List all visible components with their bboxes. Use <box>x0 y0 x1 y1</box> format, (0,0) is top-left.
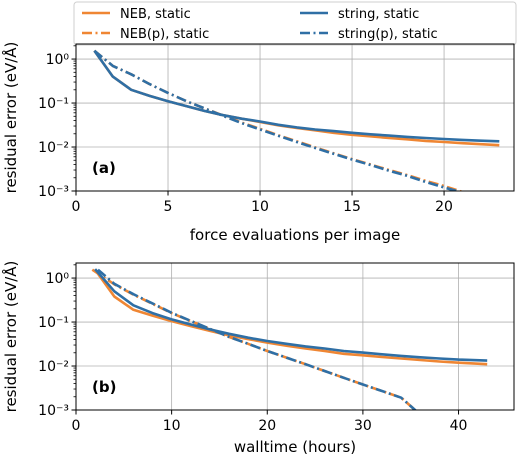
y-tick-label: 10⁰ <box>46 271 70 287</box>
legend: NEB, static NEB(p), static string, static s… <box>73 1 517 46</box>
plot-frame <box>75 43 515 192</box>
x-axis-label: force evaluations per image <box>190 226 400 244</box>
y-tick-label: 10⁻³ <box>38 184 69 200</box>
series-group <box>93 49 500 191</box>
x-tick-label: 10 <box>251 199 269 215</box>
x-tick-label: 40 <box>450 418 468 434</box>
x-tick-label: 20 <box>435 199 453 215</box>
legend-label-0: NEB, static <box>120 7 191 22</box>
series-line-string-static <box>94 268 488 362</box>
y-tick-label: 10⁻² <box>38 140 69 156</box>
panel-label: (a) <box>92 159 116 177</box>
y-tick-label: 10⁻² <box>38 359 69 375</box>
x-tick-label: 30 <box>354 418 372 434</box>
x-tick-label: 0 <box>72 418 81 434</box>
panel-label: (b) <box>92 378 116 396</box>
series-group <box>91 268 488 410</box>
series-line-string-p-static <box>93 49 462 191</box>
y-tick-label: 10⁻³ <box>38 403 69 419</box>
x-axis-label: walltime (hours) <box>234 438 356 456</box>
panel-b: 10⁰ 10⁻¹ 10⁻² 10⁻³0 10 20 30 40 (b) walltime (hou… <box>1 261 515 456</box>
series-line-string-p-static <box>97 268 417 410</box>
x-tick-label: 20 <box>258 418 276 434</box>
x-tick-label: 5 <box>164 199 173 215</box>
x-tick-label: 10 <box>163 418 181 434</box>
series-line-neb-p-static <box>93 49 463 191</box>
panel-a: 10⁰ 10⁻¹ 10⁻² 10⁻³0 5 10 15 20 (a) force evaluati… <box>1 42 515 244</box>
series-line-string-static <box>93 49 500 143</box>
y-axis-label: residual error (eV/Å) <box>1 42 20 194</box>
y-tick-label: 10⁰ <box>46 52 70 68</box>
plot-frame <box>75 262 515 411</box>
y-tick-label: 10⁻¹ <box>38 315 69 331</box>
legend-box <box>73 1 517 46</box>
y-tick-label: 10⁻¹ <box>38 96 69 112</box>
legend-label-1: NEB(p), static <box>120 27 209 42</box>
series-line-neb-static <box>94 268 488 366</box>
x-tick-label: 0 <box>72 199 81 215</box>
y-axis-label: residual error (eV/Å) <box>1 261 20 413</box>
legend-label-2: string, static <box>338 7 419 22</box>
x-tick-label: 15 <box>343 199 361 215</box>
legend-label-3: string(p), static <box>338 27 438 42</box>
